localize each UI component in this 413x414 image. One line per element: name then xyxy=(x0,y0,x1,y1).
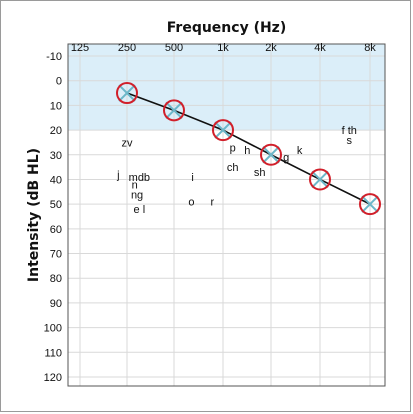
circle-marker xyxy=(260,143,282,166)
phoneme-label: ch xyxy=(227,162,239,174)
grid-lines xyxy=(68,44,385,386)
cross-marker xyxy=(361,195,379,213)
circle-marker xyxy=(116,82,138,105)
y-tick-40: 40 xyxy=(50,174,62,186)
cross-marker xyxy=(165,101,183,120)
y-tick-labels: -10 0 10 20 30 40 50 60 70 80 90 100 110 120 xyxy=(44,51,62,384)
circle-marker xyxy=(163,99,185,122)
y-tick-0: 0 xyxy=(56,76,62,88)
x-tick-250: 250 xyxy=(118,42,136,54)
phoneme-label: k xyxy=(297,145,303,157)
y-tick-10: 10 xyxy=(50,100,62,112)
cross-marker xyxy=(118,84,136,102)
phoneme-label: p xyxy=(230,142,236,154)
y-tick-30: 30 xyxy=(50,150,62,162)
x-axis-title: Frequency (Hz) xyxy=(167,20,286,36)
x-tick-2k: 2k xyxy=(265,42,277,54)
phoneme-label: n xyxy=(132,179,138,191)
phoneme-label: h xyxy=(244,145,250,157)
y-tick-100: 100 xyxy=(44,323,62,335)
phoneme-label: ng xyxy=(131,189,143,201)
phoneme-label: i xyxy=(191,172,193,184)
phoneme-label: f th xyxy=(342,125,357,137)
cross-marker xyxy=(311,170,329,189)
y-tick-70: 70 xyxy=(50,249,62,261)
phoneme-label: r xyxy=(211,197,215,209)
phoneme-label: e l xyxy=(134,204,146,216)
y-tick-80: 80 xyxy=(50,273,62,285)
circle-marker xyxy=(359,193,381,216)
phoneme-label: o xyxy=(188,197,194,209)
y-tick-60: 60 xyxy=(50,224,62,236)
phoneme-label: mdb xyxy=(129,172,150,184)
y-tick-120: 120 xyxy=(44,372,62,384)
x-tick-4k: 4k xyxy=(314,42,326,54)
phoneme-label: g xyxy=(283,152,289,164)
cross-marker xyxy=(262,146,280,164)
x-tick-1k: 1k xyxy=(217,42,229,54)
y-tick-110: 110 xyxy=(44,347,62,359)
circle-marker xyxy=(309,168,331,191)
x-tick-8k: 8k xyxy=(364,42,376,54)
y-tick-90: 90 xyxy=(50,298,62,310)
normal-hearing-band xyxy=(68,44,385,131)
phoneme-label: j xyxy=(116,170,119,182)
x-tick-500: 500 xyxy=(165,42,183,54)
x-tick-125: 125 xyxy=(71,42,89,54)
y-tick-20: 20 xyxy=(50,125,62,137)
threshold-series xyxy=(116,82,381,216)
y-tick-50: 50 xyxy=(50,199,62,211)
plot-border xyxy=(67,43,386,387)
phoneme-label: zv xyxy=(122,137,134,149)
y-tick--10: -10 xyxy=(46,51,62,63)
phoneme-label: s xyxy=(346,135,352,147)
x-tick-labels: 125 250 500 1k 2k 4k 8k xyxy=(71,42,376,54)
phoneme-label: sh xyxy=(254,167,266,179)
cross-marker xyxy=(214,121,232,139)
circle-marker xyxy=(212,119,234,142)
y-axis-title: Intensity (dB HL) xyxy=(26,148,42,282)
